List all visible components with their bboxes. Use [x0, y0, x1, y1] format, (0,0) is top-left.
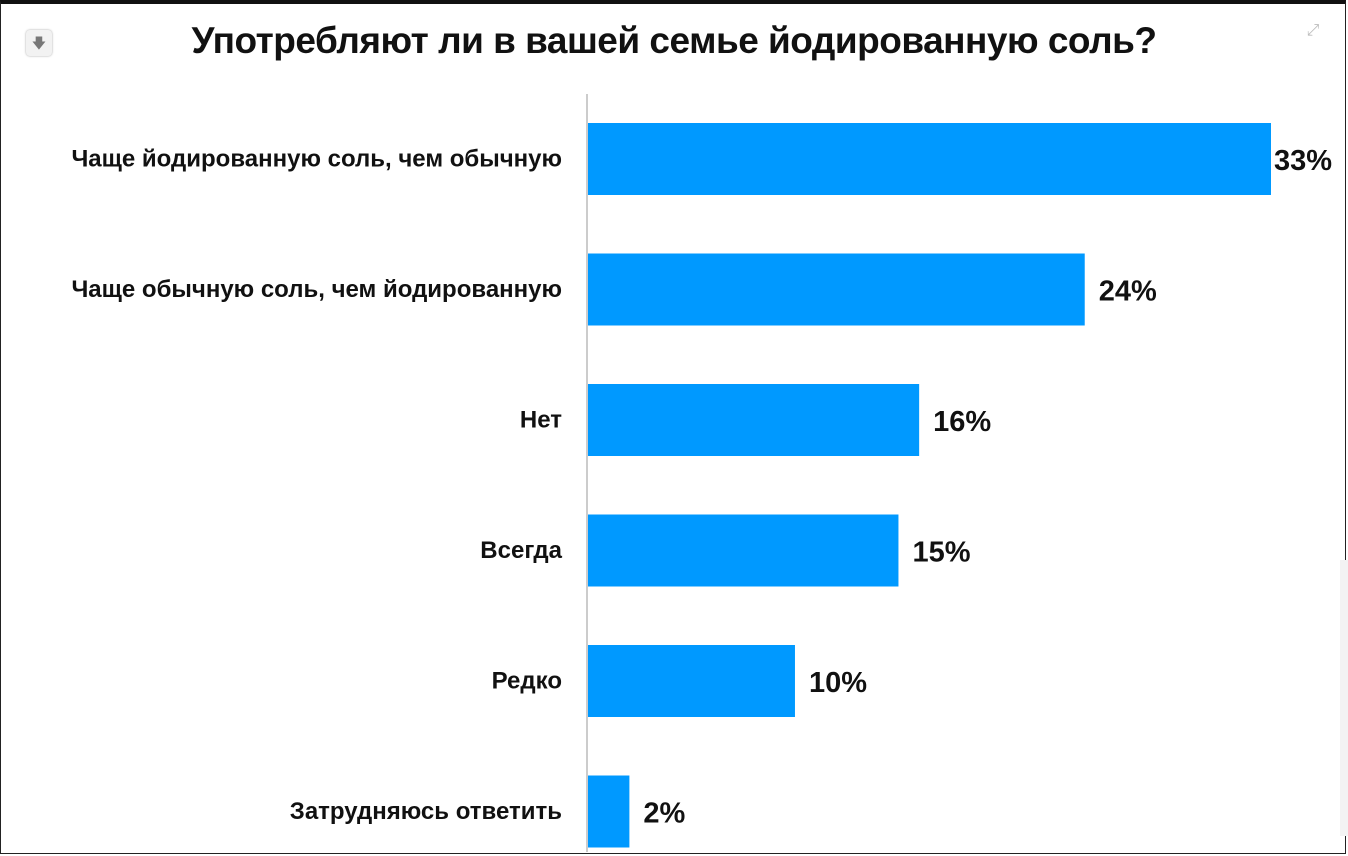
data-label: 2%	[643, 798, 685, 830]
category-label: Всегда	[480, 537, 562, 564]
data-label: 15%	[912, 537, 970, 569]
category-label: Редко	[492, 668, 562, 695]
bar	[588, 253, 1085, 326]
category-label: Нет	[520, 407, 562, 434]
bar	[588, 123, 1271, 195]
data-label: 16%	[933, 406, 991, 438]
scrollbar-track	[1340, 560, 1348, 836]
category-label: Чаще йодированную соль, чем обычную	[71, 146, 562, 173]
category-label: Затрудняюсь ответить	[290, 798, 562, 825]
expand-icon[interactable]: ⤢	[1306, 22, 1320, 39]
data-label: 10%	[809, 667, 867, 699]
bar	[588, 384, 920, 456]
category-label: Чаще обычную соль, чем йодированную	[71, 276, 562, 303]
chart-title: Употребляют ли в вашей семье йодированну…	[191, 20, 1157, 61]
bar	[588, 645, 795, 717]
bar	[588, 775, 630, 848]
download-icon[interactable]: 🡇	[26, 30, 52, 56]
bar	[588, 514, 899, 587]
data-label: 24%	[1099, 276, 1157, 308]
data-label: 33%	[1274, 145, 1332, 177]
